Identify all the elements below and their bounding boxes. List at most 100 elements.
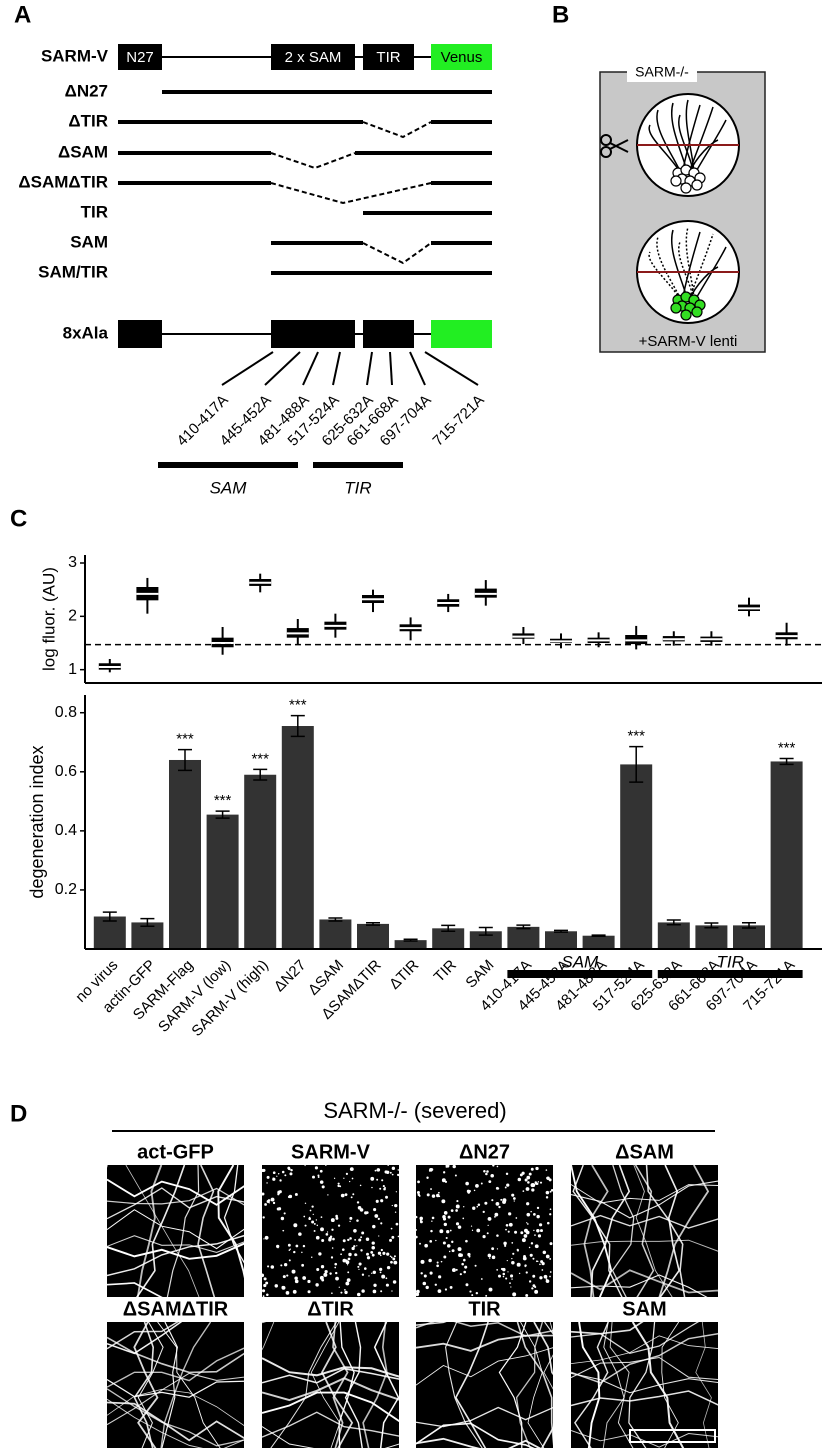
fragment xyxy=(518,1272,521,1275)
fragment xyxy=(525,1187,530,1191)
fragment xyxy=(439,1229,444,1234)
fragment xyxy=(379,1187,382,1190)
fragment xyxy=(530,1242,534,1245)
fragment xyxy=(326,1231,329,1233)
neurite xyxy=(571,1180,718,1219)
fragment xyxy=(385,1277,388,1280)
construct-label: ΔN27 xyxy=(65,81,108,100)
fragment xyxy=(329,1272,332,1275)
fragment xyxy=(476,1205,479,1208)
fragment xyxy=(311,1205,314,1208)
group-label: TIR xyxy=(717,952,744,971)
fragment xyxy=(488,1287,493,1292)
fragment xyxy=(294,1279,299,1284)
fragment xyxy=(476,1228,481,1233)
fragment xyxy=(416,1191,420,1195)
neurite xyxy=(107,1388,244,1426)
fragment xyxy=(527,1181,530,1184)
neurite xyxy=(262,1391,399,1423)
micrograph xyxy=(571,1322,718,1448)
fragment xyxy=(337,1182,340,1185)
error-bar xyxy=(102,911,117,922)
fragment xyxy=(526,1175,531,1180)
domain-label: Venus xyxy=(441,49,483,66)
fragment xyxy=(263,1238,265,1240)
fragment xyxy=(496,1269,499,1271)
fragment xyxy=(448,1250,451,1253)
fragment xyxy=(530,1183,535,1188)
bar xyxy=(695,925,728,949)
micrograph-content xyxy=(416,1165,553,1297)
fragment xyxy=(359,1184,362,1187)
fragment xyxy=(389,1238,393,1242)
neurite xyxy=(344,1322,363,1448)
fragment xyxy=(545,1279,550,1284)
fragment xyxy=(500,1198,503,1201)
domain-box xyxy=(118,320,162,348)
fragment xyxy=(508,1212,512,1216)
fragment xyxy=(303,1215,306,1218)
fragment xyxy=(394,1211,397,1213)
bar xyxy=(206,814,239,949)
connector xyxy=(366,351,373,386)
fragment xyxy=(276,1207,280,1211)
panel-label: D xyxy=(10,1100,27,1127)
fragment xyxy=(368,1275,370,1277)
fragment xyxy=(457,1247,462,1252)
figure-title: SARM-/- (severed) xyxy=(323,1098,506,1123)
fragment xyxy=(431,1220,433,1222)
fragment xyxy=(528,1172,532,1176)
fragment xyxy=(313,1230,316,1232)
group-bar xyxy=(657,970,803,978)
connector xyxy=(221,351,274,386)
significance-label: *** xyxy=(251,750,269,767)
panel-label: C xyxy=(10,505,27,532)
fragment xyxy=(494,1212,499,1217)
fragment xyxy=(471,1294,474,1297)
fragment xyxy=(301,1251,303,1254)
fragment xyxy=(532,1213,536,1216)
micrograph xyxy=(416,1165,553,1297)
fragment xyxy=(263,1277,267,1281)
treatment-label: +SARM-V lenti xyxy=(639,333,738,350)
fragment xyxy=(534,1244,539,1249)
fragment xyxy=(370,1176,375,1181)
bar xyxy=(545,931,577,949)
fragment xyxy=(340,1193,345,1198)
significance-label: *** xyxy=(176,731,194,748)
fragment xyxy=(304,1224,307,1227)
fragment xyxy=(356,1219,359,1222)
fragment xyxy=(475,1183,479,1188)
fragment xyxy=(380,1254,382,1257)
fragment xyxy=(374,1214,379,1218)
fragment xyxy=(441,1199,446,1204)
neurite xyxy=(571,1322,700,1354)
fragment xyxy=(344,1193,348,1197)
fragment xyxy=(511,1278,513,1280)
bar xyxy=(469,931,502,949)
fragment xyxy=(549,1258,552,1260)
fragment xyxy=(386,1252,390,1256)
bar xyxy=(733,925,765,949)
fragment xyxy=(457,1225,462,1229)
fragment xyxy=(516,1248,519,1251)
fragment xyxy=(455,1222,460,1226)
domain-box xyxy=(271,44,355,70)
neurite xyxy=(611,1165,635,1297)
fragment xyxy=(365,1237,370,1241)
fragment xyxy=(517,1177,522,1182)
fragment xyxy=(391,1173,394,1176)
fragment xyxy=(345,1172,349,1175)
fragment xyxy=(282,1275,286,1279)
fragment xyxy=(508,1222,513,1227)
fragment xyxy=(330,1256,334,1259)
fragment xyxy=(486,1170,489,1173)
fragment xyxy=(437,1289,442,1293)
fragment xyxy=(503,1241,507,1246)
fragment xyxy=(328,1238,332,1242)
fragment xyxy=(462,1217,465,1220)
fragment xyxy=(545,1196,549,1199)
fragment xyxy=(316,1268,320,1272)
neurite xyxy=(571,1274,708,1297)
fragment xyxy=(456,1200,459,1203)
